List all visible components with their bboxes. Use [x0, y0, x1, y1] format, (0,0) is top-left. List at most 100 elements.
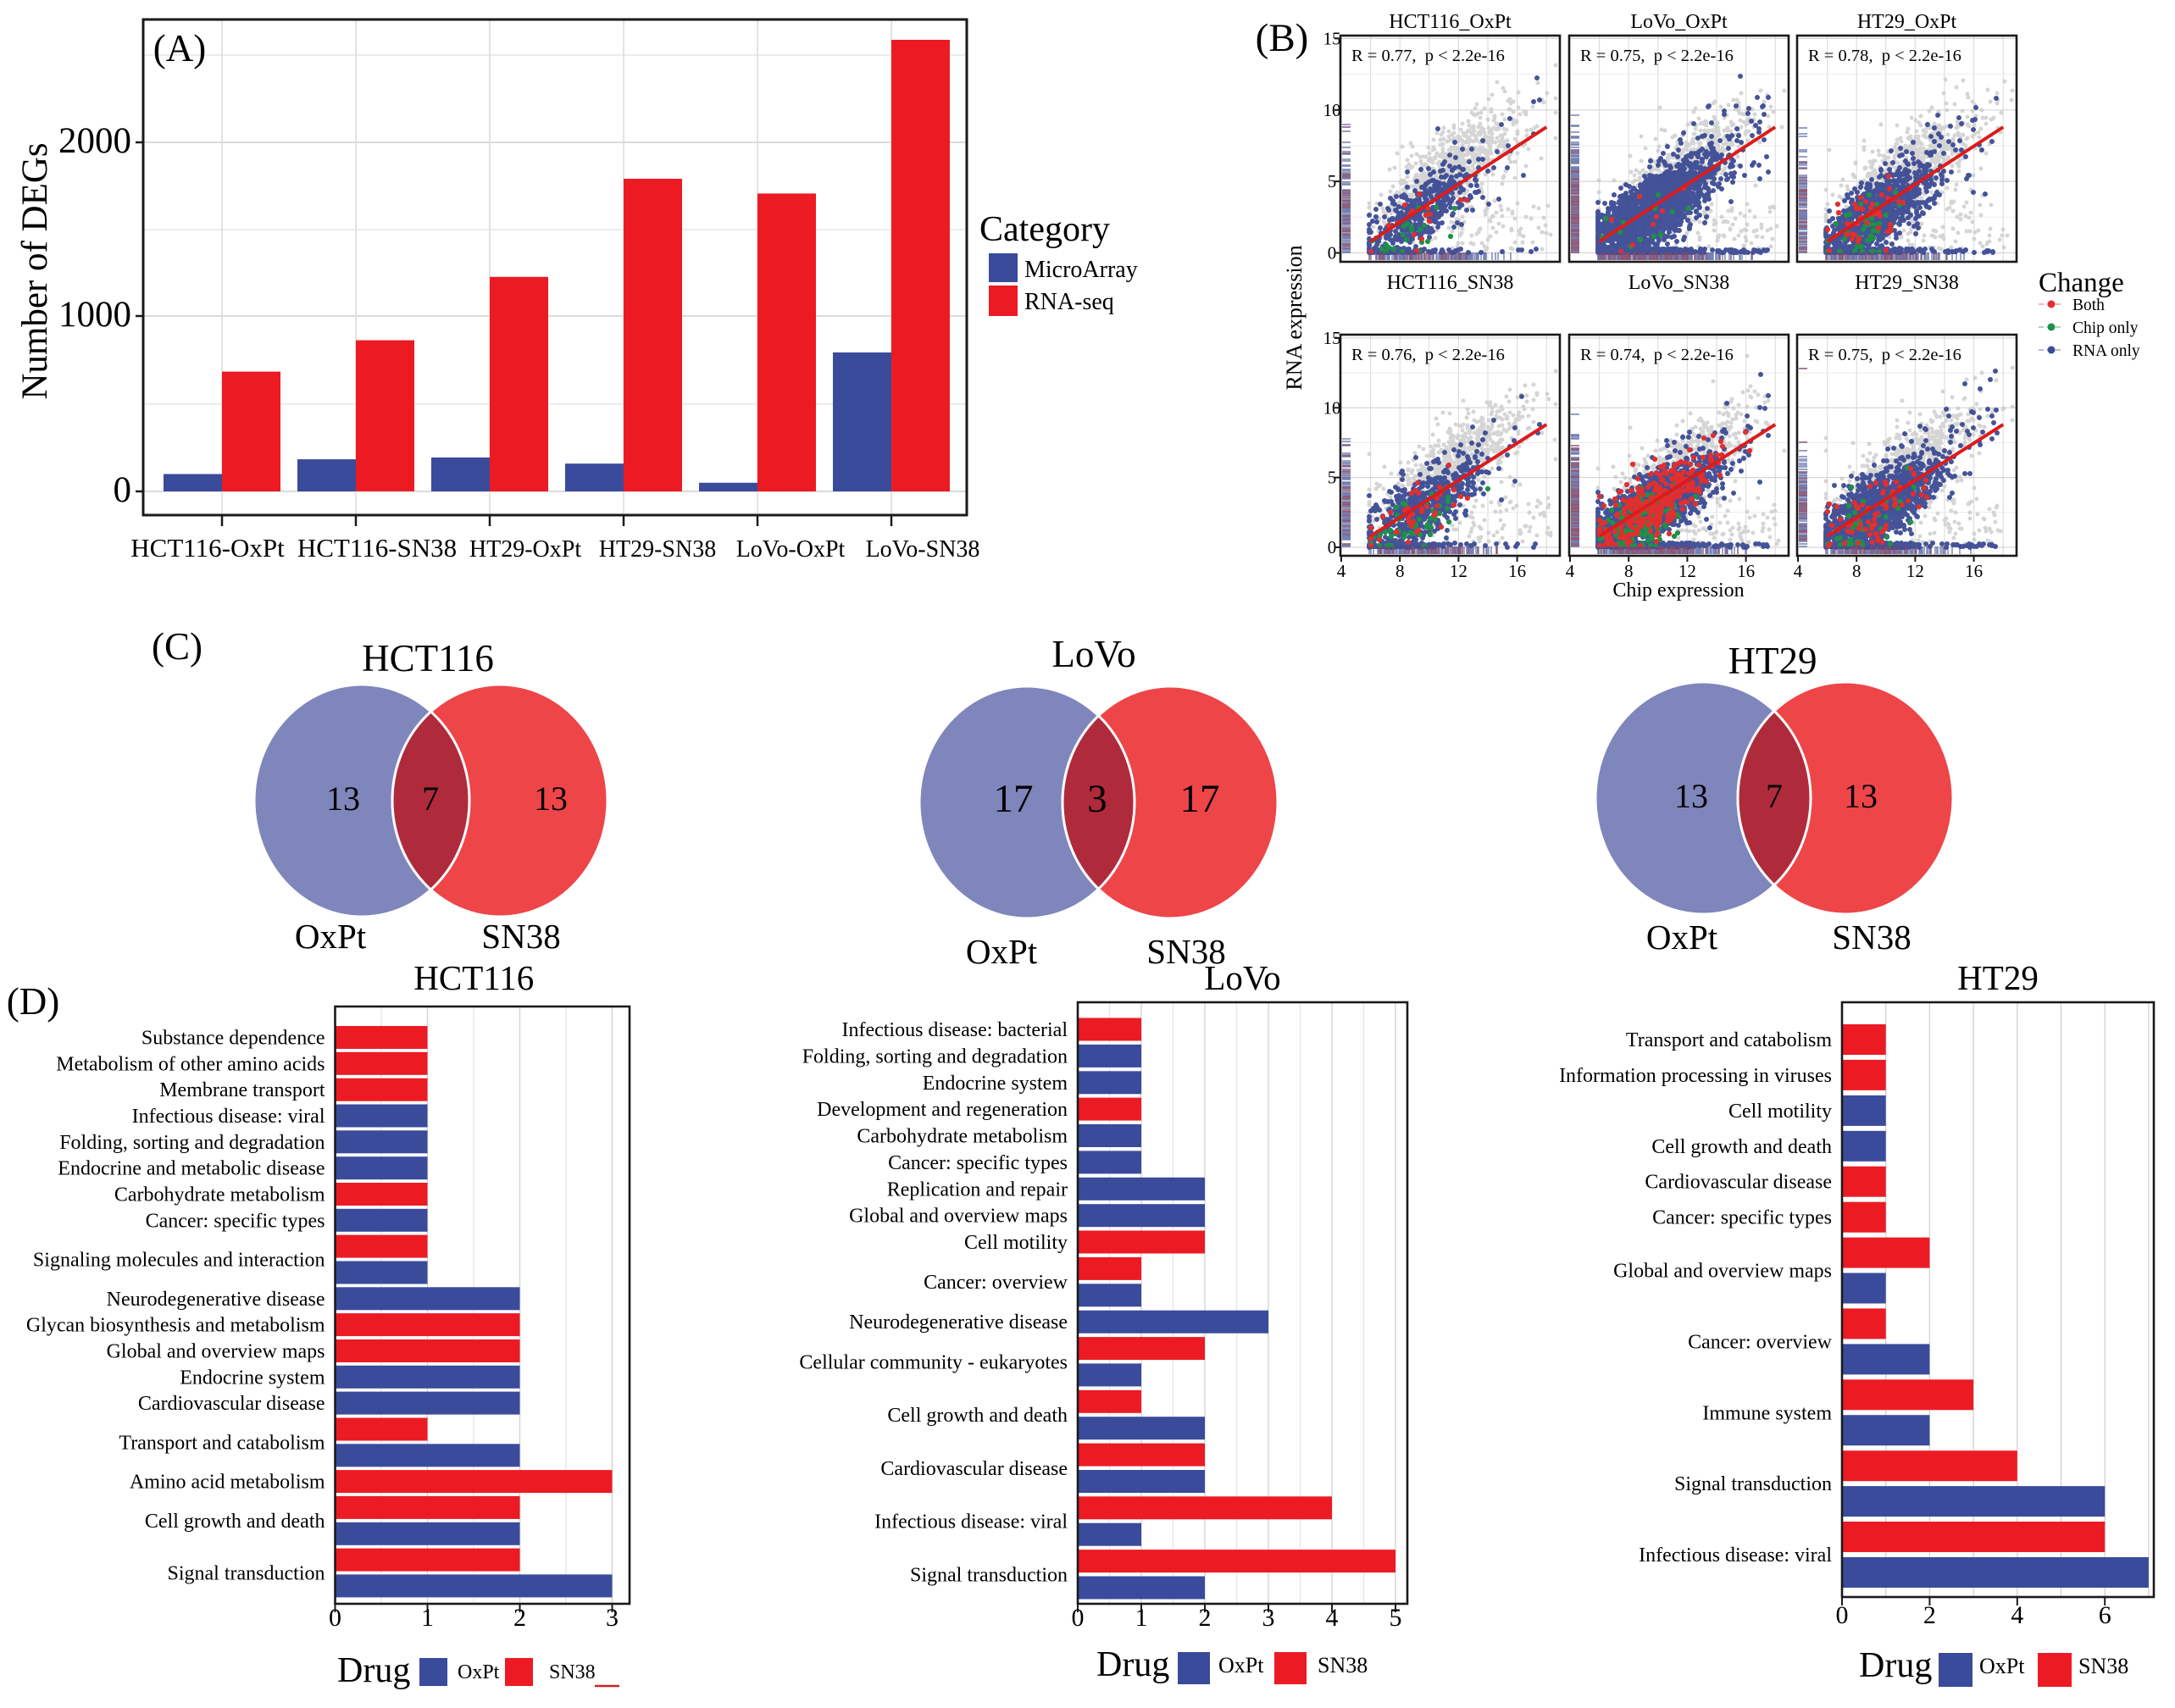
svg-text:Information processing in viru: Information processing in viruses	[1559, 1065, 1832, 1087]
svg-text:Signal transduction: Signal transduction	[168, 1563, 325, 1585]
svg-text:R = 0.75, p < 2.2e-16: R = 0.75, p < 2.2e-16	[1808, 346, 1961, 364]
svg-text:LoVo_OxPt: LoVo_OxPt	[1630, 11, 1728, 33]
svg-text:HCT116_OxPt: HCT116_OxPt	[1389, 11, 1512, 33]
svg-text:LoVo: LoVo	[1051, 633, 1135, 675]
svg-text:7: 7	[422, 779, 439, 818]
svg-text:HT29-OxPt: HT29-OxPt	[469, 536, 581, 563]
svg-text:SN38: SN38	[1318, 1653, 1368, 1678]
svg-text:15: 15	[1323, 328, 1341, 348]
svg-text:HCT116-SN38: HCT116-SN38	[297, 533, 457, 563]
svg-text:0: 0	[1328, 537, 1337, 557]
svg-text:12: 12	[1450, 561, 1468, 581]
svg-text:Cell growth and death: Cell growth and death	[145, 1511, 325, 1533]
svg-text:HCT116: HCT116	[413, 958, 534, 997]
svg-text:HT29_OxPt: HT29_OxPt	[1857, 11, 1957, 33]
svg-text:LoVo-OxPt: LoVo-OxPt	[736, 536, 846, 563]
svg-text:Infectious disease: viral: Infectious disease: viral	[874, 1511, 1068, 1533]
svg-text:Endocrine system: Endocrine system	[923, 1073, 1068, 1095]
svg-text:0: 0	[1328, 243, 1337, 263]
svg-text:8: 8	[1395, 561, 1405, 581]
svg-text:0: 0	[114, 470, 132, 510]
svg-text:Replication and repair: Replication and repair	[887, 1178, 1068, 1201]
svg-text:3: 3	[1087, 777, 1107, 821]
svg-text:Endocrine and metabolic diseas: Endocrine and metabolic disease	[58, 1158, 325, 1180]
svg-text:5: 5	[1328, 468, 1337, 488]
svg-text:4: 4	[2011, 1601, 2023, 1629]
svg-text:(C): (C)	[152, 625, 203, 668]
svg-text:Amino acid metabolism: Amino acid metabolism	[130, 1472, 325, 1494]
svg-text:OxPt: OxPt	[1979, 1654, 2025, 1678]
svg-text:Neurodegenerative disease: Neurodegenerative disease	[849, 1312, 1068, 1334]
svg-text:Number of DEGs: Number of DEGs	[15, 142, 55, 399]
svg-text:Cell motility: Cell motility	[964, 1232, 1068, 1254]
svg-text:4: 4	[1794, 561, 1803, 581]
svg-text:LoVo-SN38: LoVo-SN38	[866, 536, 980, 563]
svg-text:8: 8	[1852, 561, 1862, 581]
svg-text:HCT116-OxPt: HCT116-OxPt	[130, 533, 285, 563]
svg-text:5: 5	[1328, 171, 1337, 191]
svg-text:16: 16	[1737, 561, 1755, 581]
svg-text:Cardiovascular disease: Cardiovascular disease	[880, 1458, 1068, 1480]
svg-text:13: 13	[1844, 777, 1878, 815]
svg-text:2: 2	[1923, 1601, 1936, 1629]
svg-text:Metabolism of other amino acid: Metabolism of other amino acids	[56, 1053, 325, 1075]
svg-text:Infectious disease: viral: Infectious disease: viral	[1639, 1544, 1832, 1567]
svg-text:1: 1	[421, 1604, 434, 1632]
svg-text:Chip expression: Chip expression	[1612, 580, 1744, 602]
svg-text:Signal transduction: Signal transduction	[1674, 1473, 1832, 1495]
svg-text:Drug: Drug	[1096, 1645, 1169, 1684]
svg-text:SN38: SN38	[549, 1661, 596, 1683]
svg-text:Chip only: Chip only	[2072, 319, 2139, 337]
svg-text:SN38: SN38	[1146, 932, 1225, 971]
svg-text:OxPt: OxPt	[458, 1661, 500, 1683]
svg-text:8: 8	[1624, 561, 1634, 581]
svg-text:Cardiovascular disease: Cardiovascular disease	[138, 1393, 325, 1415]
svg-text:Signaling molecules and intera: Signaling molecules and interaction	[33, 1250, 325, 1272]
svg-text:15: 15	[1323, 28, 1341, 48]
svg-text:OxPt: OxPt	[966, 932, 1038, 971]
svg-text:1: 1	[1135, 1604, 1148, 1632]
svg-text:17: 17	[1180, 777, 1220, 821]
svg-text:RNA only: RNA only	[2072, 342, 2140, 360]
svg-text:HT29: HT29	[1728, 640, 1817, 682]
svg-text:Category: Category	[979, 210, 1110, 249]
svg-text:Cancer: overview: Cancer: overview	[1688, 1331, 1833, 1353]
svg-text:5: 5	[1390, 1604, 1402, 1632]
svg-text:Carbohydrate metabolism: Carbohydrate metabolism	[114, 1184, 325, 1206]
svg-text:2: 2	[513, 1604, 526, 1632]
svg-text:LoVo_SN38: LoVo_SN38	[1628, 272, 1730, 294]
svg-text:Global and overview maps: Global and overview maps	[1613, 1261, 1832, 1283]
svg-text:HCT116: HCT116	[362, 637, 494, 679]
svg-text:Carbohydrate metabolism: Carbohydrate metabolism	[857, 1126, 1068, 1148]
svg-text:Change: Change	[2039, 268, 2124, 298]
svg-text:RNA-seq: RNA-seq	[1024, 289, 1114, 315]
svg-text:Cell growth and death: Cell growth and death	[887, 1405, 1068, 1427]
svg-text:Cancer: specific types: Cancer: specific types	[1652, 1207, 1832, 1229]
svg-text:Folding, sorting and degradati: Folding, sorting and degradation	[802, 1045, 1068, 1068]
svg-text:Cell motility: Cell motility	[1728, 1101, 1832, 1123]
svg-text:OxPt: OxPt	[295, 917, 367, 956]
svg-text:Both: Both	[2072, 297, 2105, 314]
svg-text:R = 0.74, p < 2.2e-16: R = 0.74, p < 2.2e-16	[1580, 346, 1734, 364]
svg-text:HT29: HT29	[1957, 958, 2039, 997]
svg-text:Glycan biosynthesis and metabo: Glycan biosynthesis and metabolism	[26, 1315, 325, 1337]
svg-text:RNA expression: RNA expression	[1282, 245, 1307, 390]
svg-text:Substance dependence: Substance dependence	[141, 1028, 325, 1050]
svg-text:13: 13	[534, 779, 568, 818]
svg-text:Folding, sorting and degradati: Folding, sorting and degradation	[59, 1132, 325, 1154]
svg-text:0: 0	[329, 1604, 341, 1632]
svg-text:6: 6	[2099, 1601, 2111, 1629]
svg-text:3: 3	[1262, 1604, 1275, 1632]
svg-text:Drug: Drug	[337, 1651, 410, 1690]
svg-text:Transport and catabolism: Transport and catabolism	[1626, 1029, 1832, 1051]
svg-text:R = 0.76, p < 2.2e-16: R = 0.76, p < 2.2e-16	[1351, 346, 1505, 364]
svg-text:SN38: SN38	[2078, 1654, 2128, 1678]
svg-text:Cardiovascular disease: Cardiovascular disease	[1645, 1172, 1832, 1194]
svg-text:OxPt: OxPt	[1218, 1653, 1264, 1678]
svg-text:Membrane transport: Membrane transport	[159, 1079, 325, 1101]
svg-text:12: 12	[1678, 561, 1696, 581]
svg-text:2: 2	[1199, 1604, 1212, 1632]
svg-text:R = 0.75, p < 2.2e-16: R = 0.75, p < 2.2e-16	[1580, 47, 1734, 65]
svg-text:Cell growth and death: Cell growth and death	[1651, 1136, 1832, 1158]
svg-text:Endocrine system: Endocrine system	[180, 1367, 325, 1389]
